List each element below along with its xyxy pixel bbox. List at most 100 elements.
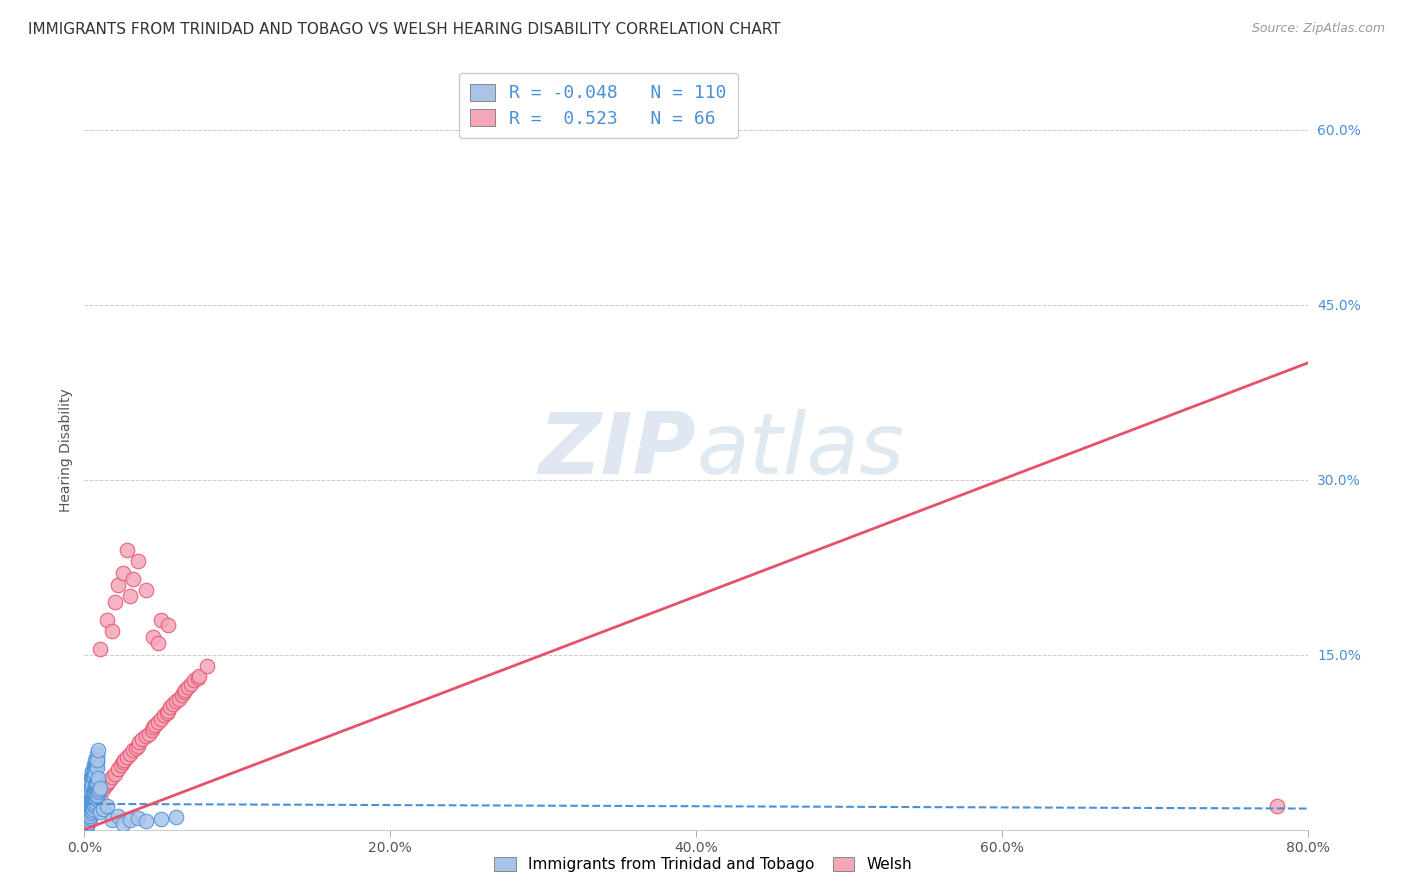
Point: [89, 805, 111, 819]
Point: [76, 814, 98, 829]
Text: IMMIGRANTS FROM TRINIDAD AND TOBAGO VS WELSH HEARING DISABILITY CORRELATION CHAR: IMMIGRANTS FROM TRINIDAD AND TOBAGO VS W…: [28, 22, 780, 37]
Point: [86, 755, 108, 769]
Point: [77, 815, 100, 830]
Point: [84, 755, 107, 769]
Point: [97, 773, 120, 788]
Point: [84, 778, 107, 792]
Point: [111, 755, 134, 769]
Point: [75, 818, 97, 832]
Point: [80, 804, 103, 818]
Point: [77, 793, 100, 807]
Point: [89, 780, 111, 795]
Point: [80, 770, 103, 784]
Point: [91, 781, 114, 796]
Point: [115, 750, 138, 764]
Point: [86, 789, 108, 804]
Point: [111, 816, 134, 830]
Point: [149, 613, 172, 627]
Point: [112, 753, 135, 767]
Point: [79, 778, 101, 792]
Point: [135, 729, 157, 743]
Point: [149, 812, 172, 826]
Point: [77, 804, 100, 818]
Point: [80, 778, 103, 792]
Point: [83, 792, 105, 806]
Point: [82, 788, 104, 802]
Point: [83, 766, 105, 780]
Point: [75, 819, 97, 833]
Point: [80, 806, 103, 821]
Point: [77, 814, 100, 828]
Point: [76, 801, 98, 815]
Point: [157, 618, 180, 632]
Point: [75, 820, 97, 834]
Point: [77, 788, 100, 802]
Point: [86, 788, 108, 802]
Point: [162, 697, 184, 711]
Point: [80, 766, 103, 780]
Point: [128, 735, 150, 749]
Point: [84, 793, 107, 807]
Point: [80, 789, 103, 804]
Point: [173, 685, 195, 699]
Y-axis label: Hearing Disability: Hearing Disability: [59, 389, 73, 512]
Point: [87, 743, 110, 757]
Point: [79, 799, 101, 814]
Text: ZIP: ZIP: [538, 409, 696, 492]
Point: [141, 723, 163, 738]
Point: [84, 784, 107, 798]
Point: [165, 810, 187, 824]
Point: [91, 801, 114, 815]
Point: [127, 554, 149, 568]
Point: [76, 811, 98, 825]
Point: [77, 801, 100, 815]
Point: [101, 624, 124, 639]
Point: [76, 819, 98, 833]
Point: [138, 727, 160, 741]
Point: [177, 680, 200, 694]
Point: [79, 811, 101, 825]
Legend: Immigrants from Trinidad and Tobago, Welsh: Immigrants from Trinidad and Tobago, Wel…: [486, 849, 920, 880]
Point: [110, 758, 132, 772]
Point: [79, 785, 101, 799]
Point: [96, 613, 118, 627]
Point: [96, 799, 118, 814]
Point: [86, 788, 108, 802]
Point: [84, 780, 107, 795]
Point: [157, 704, 180, 718]
Point: [186, 671, 208, 685]
Point: [80, 800, 103, 814]
Point: [84, 761, 107, 775]
Point: [75, 815, 97, 830]
Point: [127, 739, 149, 753]
Point: [75, 811, 97, 825]
Point: [76, 793, 98, 807]
Point: [80, 792, 103, 806]
Point: [76, 811, 98, 825]
Point: [80, 780, 103, 795]
Point: [115, 542, 138, 557]
Point: [87, 771, 110, 785]
Point: [142, 630, 165, 644]
Point: [83, 771, 105, 785]
Point: [165, 694, 187, 708]
Point: [77, 797, 100, 811]
Point: [149, 712, 172, 726]
Point: [75, 814, 97, 828]
Point: [76, 799, 98, 814]
Point: [167, 692, 190, 706]
Point: [1265, 799, 1288, 814]
Point: [83, 789, 105, 803]
Point: [86, 753, 108, 767]
Point: [156, 706, 179, 720]
Point: [84, 795, 107, 809]
Point: [135, 583, 157, 598]
Point: [195, 659, 218, 673]
Point: [82, 801, 104, 815]
Point: [80, 795, 103, 809]
Point: [86, 777, 108, 791]
Point: [122, 743, 145, 757]
Point: [83, 762, 105, 776]
Point: [76, 805, 98, 819]
Point: [83, 797, 105, 811]
